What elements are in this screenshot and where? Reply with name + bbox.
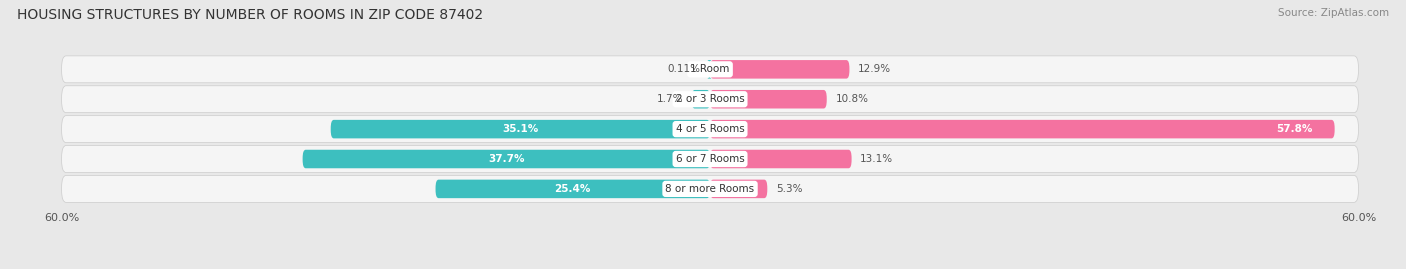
FancyBboxPatch shape	[710, 120, 1334, 138]
FancyBboxPatch shape	[62, 175, 1358, 202]
FancyBboxPatch shape	[62, 86, 1358, 113]
Text: HOUSING STRUCTURES BY NUMBER OF ROOMS IN ZIP CODE 87402: HOUSING STRUCTURES BY NUMBER OF ROOMS IN…	[17, 8, 484, 22]
Text: 6 or 7 Rooms: 6 or 7 Rooms	[676, 154, 744, 164]
FancyBboxPatch shape	[62, 116, 1358, 143]
FancyBboxPatch shape	[707, 60, 711, 79]
Text: 25.4%: 25.4%	[554, 184, 591, 194]
Text: 2 or 3 Rooms: 2 or 3 Rooms	[676, 94, 744, 104]
FancyBboxPatch shape	[62, 146, 1358, 172]
FancyBboxPatch shape	[436, 180, 710, 198]
FancyBboxPatch shape	[710, 60, 849, 79]
FancyBboxPatch shape	[710, 180, 768, 198]
Text: Source: ZipAtlas.com: Source: ZipAtlas.com	[1278, 8, 1389, 18]
Text: 37.7%: 37.7%	[488, 154, 524, 164]
Text: 13.1%: 13.1%	[860, 154, 893, 164]
Text: 8 or more Rooms: 8 or more Rooms	[665, 184, 755, 194]
Text: 1 Room: 1 Room	[690, 64, 730, 74]
FancyBboxPatch shape	[710, 150, 852, 168]
Text: 0.11%: 0.11%	[668, 64, 700, 74]
FancyBboxPatch shape	[330, 120, 710, 138]
Text: 57.8%: 57.8%	[1277, 124, 1313, 134]
Text: 5.3%: 5.3%	[776, 184, 803, 194]
FancyBboxPatch shape	[710, 90, 827, 108]
Text: 35.1%: 35.1%	[502, 124, 538, 134]
Text: 4 or 5 Rooms: 4 or 5 Rooms	[676, 124, 744, 134]
Text: 12.9%: 12.9%	[858, 64, 891, 74]
FancyBboxPatch shape	[302, 150, 710, 168]
Text: 1.7%: 1.7%	[657, 94, 683, 104]
FancyBboxPatch shape	[62, 56, 1358, 83]
Text: 10.8%: 10.8%	[835, 94, 869, 104]
FancyBboxPatch shape	[692, 90, 710, 108]
